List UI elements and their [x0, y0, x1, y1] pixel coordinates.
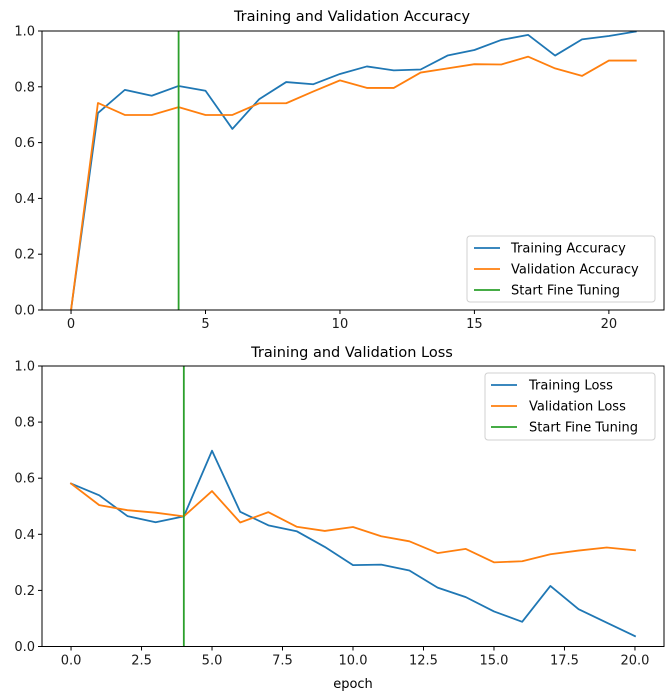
y-axis-ticks: 0.0 0.2 0.4 0.6 0.8 1.0: [14, 360, 42, 655]
legend-item-training-loss: Training Loss: [491, 379, 613, 394]
legend: Training Loss Validation Loss Start Fine…: [484, 372, 656, 441]
legend-label: Validation Accuracy: [511, 263, 639, 278]
x-tick-label: 20: [601, 317, 618, 332]
x-tick-label: 15: [466, 317, 483, 332]
x-tick-label: 10.0: [339, 654, 368, 669]
training-accuracy-line: [70, 31, 637, 310]
x-tick-label: 17.5: [550, 654, 579, 669]
legend-label: Training Loss: [528, 379, 613, 394]
legend-item-start-fine-tuning: Start Fine Tuning: [491, 421, 638, 436]
x-axis-ticks: 0 5 10 15 20: [67, 310, 617, 332]
x-tick-label: 10: [332, 317, 349, 332]
plot-area: [70, 31, 637, 310]
validation-accuracy-line: [70, 55, 637, 310]
loss-chart: Training and Validation Loss 0.0 2.5 5.0 7.…: [14, 345, 665, 692]
legend-box: [484, 372, 656, 441]
y-tick-label: 0.6: [14, 472, 35, 487]
legend: Training Accuracy Validation Accuracy St…: [466, 235, 656, 303]
legend-box: [466, 235, 656, 303]
validation-loss-line: [69, 482, 636, 564]
y-tick-label: 0.8: [14, 80, 35, 95]
y-tick-label: 1.0: [14, 360, 35, 375]
x-tick-label: 0: [67, 317, 75, 332]
x-axis-label: epoch: [333, 677, 373, 692]
y-tick-label: 0.4: [14, 192, 35, 207]
x-tick-label: 7.5: [272, 654, 293, 669]
legend-label: Validation Loss: [529, 400, 626, 415]
accuracy-chart: Training and Validation Accuracy 0 5 10 15 2…: [14, 9, 665, 332]
legend-label: Training Accuracy: [510, 242, 626, 257]
axes-frame: [41, 30, 665, 311]
legend-label: Start Fine Tuning: [511, 284, 620, 299]
x-axis-ticks: 0.0 2.5 5.0 7.5 10.0 12.5 15.0 17.5 20.0: [61, 646, 649, 669]
x-tick-label: 12.5: [409, 654, 438, 669]
y-tick-label: 0.0: [14, 640, 35, 655]
legend-item-validation-loss: Validation Loss: [491, 400, 626, 415]
x-tick-label: 15.0: [480, 654, 509, 669]
y-tick-label: 0.4: [14, 528, 35, 543]
y-tick-label: 0.0: [14, 304, 35, 319]
chart-title: Training and Validation Accuracy: [233, 9, 471, 25]
legend-item-start-fine-tuning: Start Fine Tuning: [474, 284, 620, 299]
y-tick-label: 0.8: [14, 416, 35, 431]
y-tick-label: 0.6: [14, 136, 35, 151]
y-axis-ticks: 0.0 0.2 0.4 0.6 0.8 1.0: [14, 25, 42, 319]
legend-item-training-accuracy: Training Accuracy: [474, 242, 626, 257]
y-tick-label: 0.2: [14, 584, 35, 599]
x-tick-label: 0.0: [61, 654, 82, 669]
y-tick-label: 1.0: [14, 25, 35, 40]
legend-item-validation-accuracy: Validation Accuracy: [474, 263, 639, 278]
x-tick-label: 2.5: [131, 654, 152, 669]
legend-label: Start Fine Tuning: [529, 421, 638, 436]
x-tick-label: 5: [201, 317, 209, 332]
chart-title: Training and Validation Loss: [250, 345, 453, 361]
series-group: [69, 366, 637, 647]
training-loss-line: [69, 449, 637, 638]
x-tick-label: 20.0: [620, 654, 649, 669]
y-tick-label: 0.2: [14, 248, 35, 263]
x-tick-label: 5.0: [202, 654, 223, 669]
plot-area: [69, 366, 637, 647]
series-group: [70, 31, 637, 310]
